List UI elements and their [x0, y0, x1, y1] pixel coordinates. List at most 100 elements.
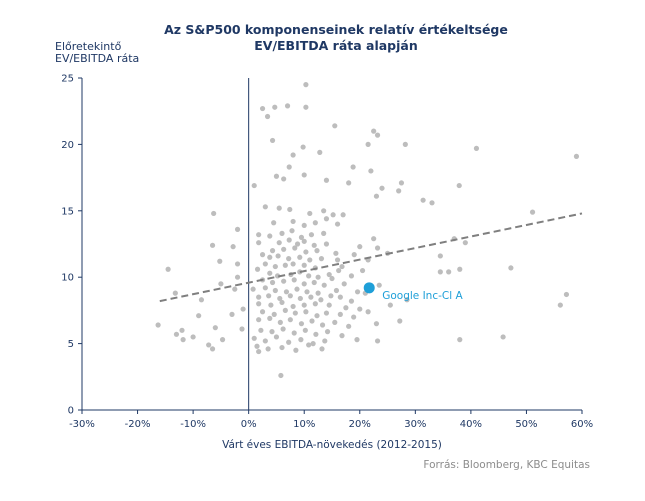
data-point-38 [307, 210, 313, 217]
data-point-28 [379, 185, 385, 191]
data-point-18 [286, 164, 292, 170]
data-point-203 [273, 334, 280, 340]
data-point-133 [333, 287, 340, 294]
data-point-168 [323, 310, 330, 316]
data-point-134 [354, 289, 361, 295]
x-tick-label-9: 60% [571, 419, 593, 430]
data-point-73 [303, 249, 309, 255]
data-point-99 [254, 266, 261, 272]
data-point-104 [306, 273, 312, 279]
data-point-148 [256, 301, 262, 307]
data-point-190 [269, 329, 275, 335]
data-point-150 [279, 299, 285, 306]
data-point-105 [315, 274, 321, 280]
data-point-160 [563, 291, 570, 298]
data-point-108 [348, 273, 355, 279]
x-tick-label-6: 30% [404, 419, 426, 430]
data-point-22 [281, 176, 287, 182]
data-point-119 [311, 279, 317, 286]
data-point-34 [211, 210, 217, 217]
data-point-79 [259, 252, 266, 258]
data-point-19 [368, 168, 374, 174]
data-point-183 [373, 321, 380, 327]
data-point-32 [429, 200, 435, 206]
data-point-120 [321, 282, 327, 288]
data-point-121 [329, 275, 335, 282]
data-point-47 [334, 221, 341, 227]
data-point-219 [319, 346, 325, 352]
data-point-110 [446, 269, 452, 275]
x-tick-label-7: 40% [460, 419, 482, 430]
data-point-177 [287, 317, 293, 323]
data-point-144 [348, 298, 355, 304]
data-point-27 [396, 188, 402, 194]
data-point-128 [272, 287, 278, 294]
data-points [155, 82, 580, 379]
data-point-62 [301, 238, 307, 244]
data-point-155 [343, 305, 349, 311]
data-point-13 [269, 137, 276, 144]
data-point-83 [297, 254, 303, 260]
x-tick-label-2: -10% [180, 419, 206, 430]
data-point-174 [256, 317, 262, 323]
data-point-208 [354, 337, 360, 343]
data-point-91 [262, 261, 268, 267]
data-point-112 [508, 265, 514, 271]
data-point-78 [437, 253, 443, 259]
data-point-100 [267, 270, 273, 276]
x-tick-label-3: 0% [241, 419, 257, 430]
data-point-10 [402, 141, 408, 147]
data-point-6 [332, 123, 338, 129]
data-point-221 [278, 372, 284, 379]
y-tick-label-0: 0 [68, 406, 74, 417]
data-point-164 [282, 307, 288, 313]
data-point-118 [301, 281, 307, 287]
data-point-189 [258, 327, 264, 333]
data-point-215 [265, 346, 271, 352]
data-point-67 [209, 242, 216, 248]
data-point-12 [573, 153, 580, 159]
data-point-122 [341, 281, 347, 287]
data-point-178 [298, 321, 305, 327]
data-point-76 [351, 252, 357, 258]
data-point-113 [234, 274, 241, 280]
y-axis-label-line2: EV/EBITDA ráta [55, 52, 139, 65]
data-point-69 [462, 240, 468, 246]
x-tick-label-8: 50% [515, 419, 537, 430]
data-point-29 [373, 193, 380, 199]
data-point-81 [275, 253, 281, 259]
data-point-40 [330, 212, 336, 218]
data-point-171 [365, 309, 371, 315]
data-point-61 [294, 241, 301, 247]
data-point-82 [286, 256, 292, 262]
data-point-26 [398, 180, 405, 186]
data-point-206 [310, 341, 316, 347]
data-point-158 [404, 297, 410, 303]
data-point-16 [317, 149, 323, 155]
data-point-93 [282, 262, 288, 268]
data-point-87 [290, 261, 296, 267]
data-point-153 [312, 301, 318, 307]
data-point-180 [319, 322, 326, 328]
data-point-152 [301, 302, 307, 308]
data-point-115 [269, 279, 276, 286]
data-point-218 [306, 342, 312, 348]
data-point-39 [321, 208, 327, 214]
data-point-216 [279, 344, 285, 351]
data-point-84 [307, 257, 313, 263]
data-point-74 [314, 248, 320, 254]
data-point-49 [256, 232, 262, 238]
data-point-199 [190, 334, 196, 340]
data-point-210 [457, 337, 463, 343]
data-point-173 [229, 311, 235, 317]
data-point-35 [262, 204, 268, 210]
data-point-205 [298, 337, 304, 343]
data-point-36 [276, 205, 282, 211]
data-point-192 [291, 330, 297, 336]
data-point-200 [219, 337, 226, 343]
data-point-64 [323, 241, 330, 247]
data-point-63 [311, 242, 317, 248]
highlight-label: Google Inc-Cl A [382, 290, 463, 302]
y-tick-label-5: 25 [61, 74, 74, 85]
